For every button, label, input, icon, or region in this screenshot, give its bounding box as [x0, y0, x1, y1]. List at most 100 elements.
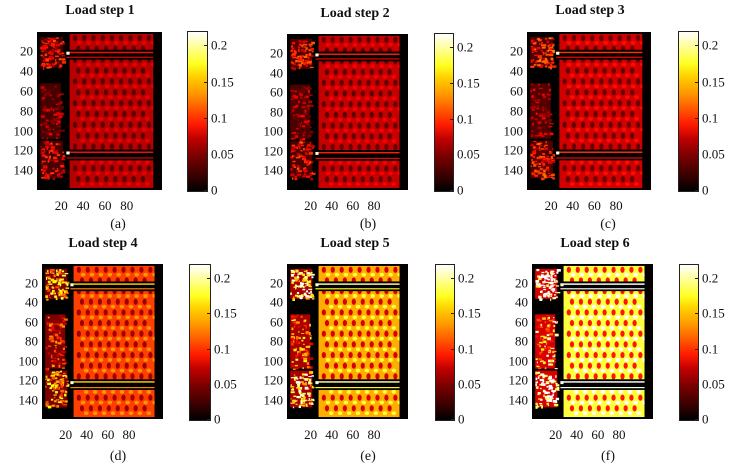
colorbar-tick-label: 0.1 [211, 110, 228, 126]
x-tick-label: 40 [80, 427, 94, 442]
x-tick-label: 80 [612, 427, 626, 442]
colorbar-tick-mark [695, 117, 698, 119]
colorbar-tick-label: 0.1 [458, 341, 475, 357]
colorbar-tick-mark [450, 82, 453, 84]
colorbar-tick-label: 0 [214, 411, 221, 427]
colorbar-tick-mark [207, 383, 210, 385]
x-tick-label: 80 [367, 198, 381, 213]
heatmap-image [287, 264, 408, 419]
y-tick-label: 60 [25, 314, 38, 330]
y-tick-label: 20 [25, 275, 38, 291]
colorbar-tick-mark [451, 313, 454, 315]
y-tick-label: 40 [510, 63, 523, 79]
colorbar-tick-mark [451, 278, 454, 280]
colorbar-tick-mark [204, 153, 207, 155]
colorbar-tick-mark [451, 419, 454, 420]
colorbar-tick-label: 0.1 [702, 110, 719, 126]
y-tick-label: 100 [13, 123, 34, 139]
y-tick-label: 100 [508, 353, 529, 369]
colorbar-tick-label: 0.05 [211, 146, 234, 162]
y-tick-label: 40 [25, 294, 38, 310]
y-tick-label: 40 [270, 294, 283, 310]
colorbar-tick-mark [204, 117, 207, 119]
colorbar-tick-mark [207, 313, 210, 315]
x-tick-label: 40 [325, 198, 339, 213]
colorbar [189, 264, 211, 421]
colorbar-tick-mark [695, 45, 698, 47]
colorbar-tick-mark [204, 190, 207, 191]
colorbar-tick-label: 0.05 [702, 376, 725, 392]
colorbar-tick-mark [207, 348, 210, 350]
x-tick-label: 60 [101, 427, 115, 442]
y-tick-label: 20 [510, 43, 523, 59]
y-tick-label: 100 [263, 353, 284, 369]
colorbar-tick-label: 0.2 [214, 270, 231, 286]
y-tick-label: 80 [270, 333, 283, 349]
colorbar-tick-label: 0 [457, 182, 464, 198]
x-tick-label: 40 [325, 427, 339, 442]
colorbar-tick-mark [695, 313, 698, 315]
x-tick-label: 20 [549, 427, 563, 442]
x-tick-label: 60 [98, 198, 112, 213]
colorbar-tick-mark [695, 81, 698, 83]
colorbar-tick-mark [450, 47, 453, 49]
y-tick-label: 40 [270, 65, 283, 81]
subplot-label: (c) [600, 217, 616, 232]
y-tick-label: 140 [263, 162, 284, 178]
y-tick-label: 60 [270, 84, 283, 100]
x-tick-label: 20 [59, 427, 73, 442]
colorbar [435, 264, 455, 421]
heatmap-image [37, 32, 162, 190]
x-tick-label: 80 [122, 427, 136, 442]
colorbar-tick-label: 0 [211, 182, 218, 198]
colorbar-tick-mark [450, 190, 453, 191]
y-tick-label: 60 [270, 314, 283, 330]
y-tick-label: 80 [515, 333, 528, 349]
colorbar-tick-mark [450, 154, 453, 156]
x-tick-label: 80 [367, 427, 381, 442]
subplot-title: Load step 5 [320, 236, 390, 251]
y-tick-label: 140 [503, 162, 524, 178]
colorbar-tick-label: 0.2 [457, 39, 474, 55]
y-tick-label: 120 [263, 372, 284, 388]
colorbar-tick-label: 0 [458, 411, 465, 427]
subplot-label: (b) [359, 217, 377, 232]
colorbar-tick-label: 0.15 [214, 305, 237, 321]
colorbar-tick-label: 0.15 [702, 305, 725, 321]
colorbar-tick-mark [695, 383, 698, 385]
x-tick-label: 20 [304, 427, 318, 442]
colorbar [187, 31, 208, 192]
y-tick-label: 20 [20, 43, 33, 59]
subplot-title: Load step 2 [320, 6, 390, 21]
y-tick-label: 80 [510, 103, 523, 119]
colorbar-tick-label: 0.2 [458, 270, 475, 286]
subplot-label: (e) [360, 449, 376, 464]
colorbar-tick-label: 0.1 [702, 341, 719, 357]
colorbar-tick-mark [207, 419, 210, 420]
heatmap-image [527, 32, 651, 190]
colorbar-tick-label: 0.05 [457, 146, 480, 162]
colorbar-tick-mark [451, 383, 454, 385]
y-tick-label: 140 [13, 162, 34, 178]
x-tick-label: 20 [544, 198, 558, 213]
colorbar [434, 33, 454, 192]
y-tick-label: 100 [18, 353, 39, 369]
y-tick-label: 80 [25, 333, 38, 349]
colorbar-tick-mark [695, 190, 698, 191]
subplot-title: Load step 3 [555, 3, 625, 18]
colorbar-tick-mark [207, 278, 210, 280]
subplot-title: Load step 4 [68, 236, 138, 251]
colorbar-tick-label: 0.15 [702, 74, 725, 90]
colorbar-tick-mark [695, 348, 698, 350]
subplot-label: (a) [110, 217, 126, 232]
x-tick-label: 40 [570, 427, 584, 442]
heatmap-image [532, 264, 653, 419]
colorbar-tick-label: 0 [702, 182, 709, 198]
colorbar-tick-mark [451, 348, 454, 350]
y-tick-label: 140 [263, 392, 284, 408]
y-tick-label: 100 [503, 123, 524, 139]
colorbar-tick-label: 0 [702, 411, 709, 427]
colorbar-tick-mark [695, 153, 698, 155]
colorbar-tick-mark [204, 45, 207, 47]
colorbar [679, 264, 699, 421]
